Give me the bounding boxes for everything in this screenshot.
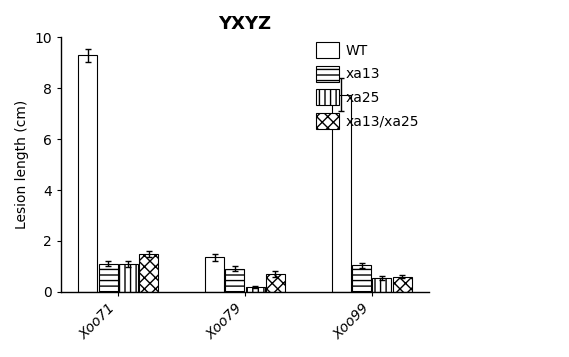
- Bar: [139, 253, 158, 292]
- Bar: [225, 269, 244, 292]
- Bar: [373, 278, 391, 292]
- Bar: [332, 95, 351, 292]
- Bar: [393, 277, 412, 292]
- Bar: [246, 287, 265, 292]
- Legend: WT, xa13, xa25, xa13/xa25: WT, xa13, xa25, xa13/xa25: [314, 39, 422, 132]
- Bar: [79, 55, 97, 292]
- Bar: [119, 264, 138, 292]
- Y-axis label: Lesion length (cm): Lesion length (cm): [15, 100, 29, 229]
- Title: YXYZ: YXYZ: [218, 15, 271, 33]
- Bar: [98, 264, 118, 292]
- Bar: [205, 257, 224, 292]
- Bar: [352, 265, 371, 292]
- Bar: [266, 274, 285, 292]
